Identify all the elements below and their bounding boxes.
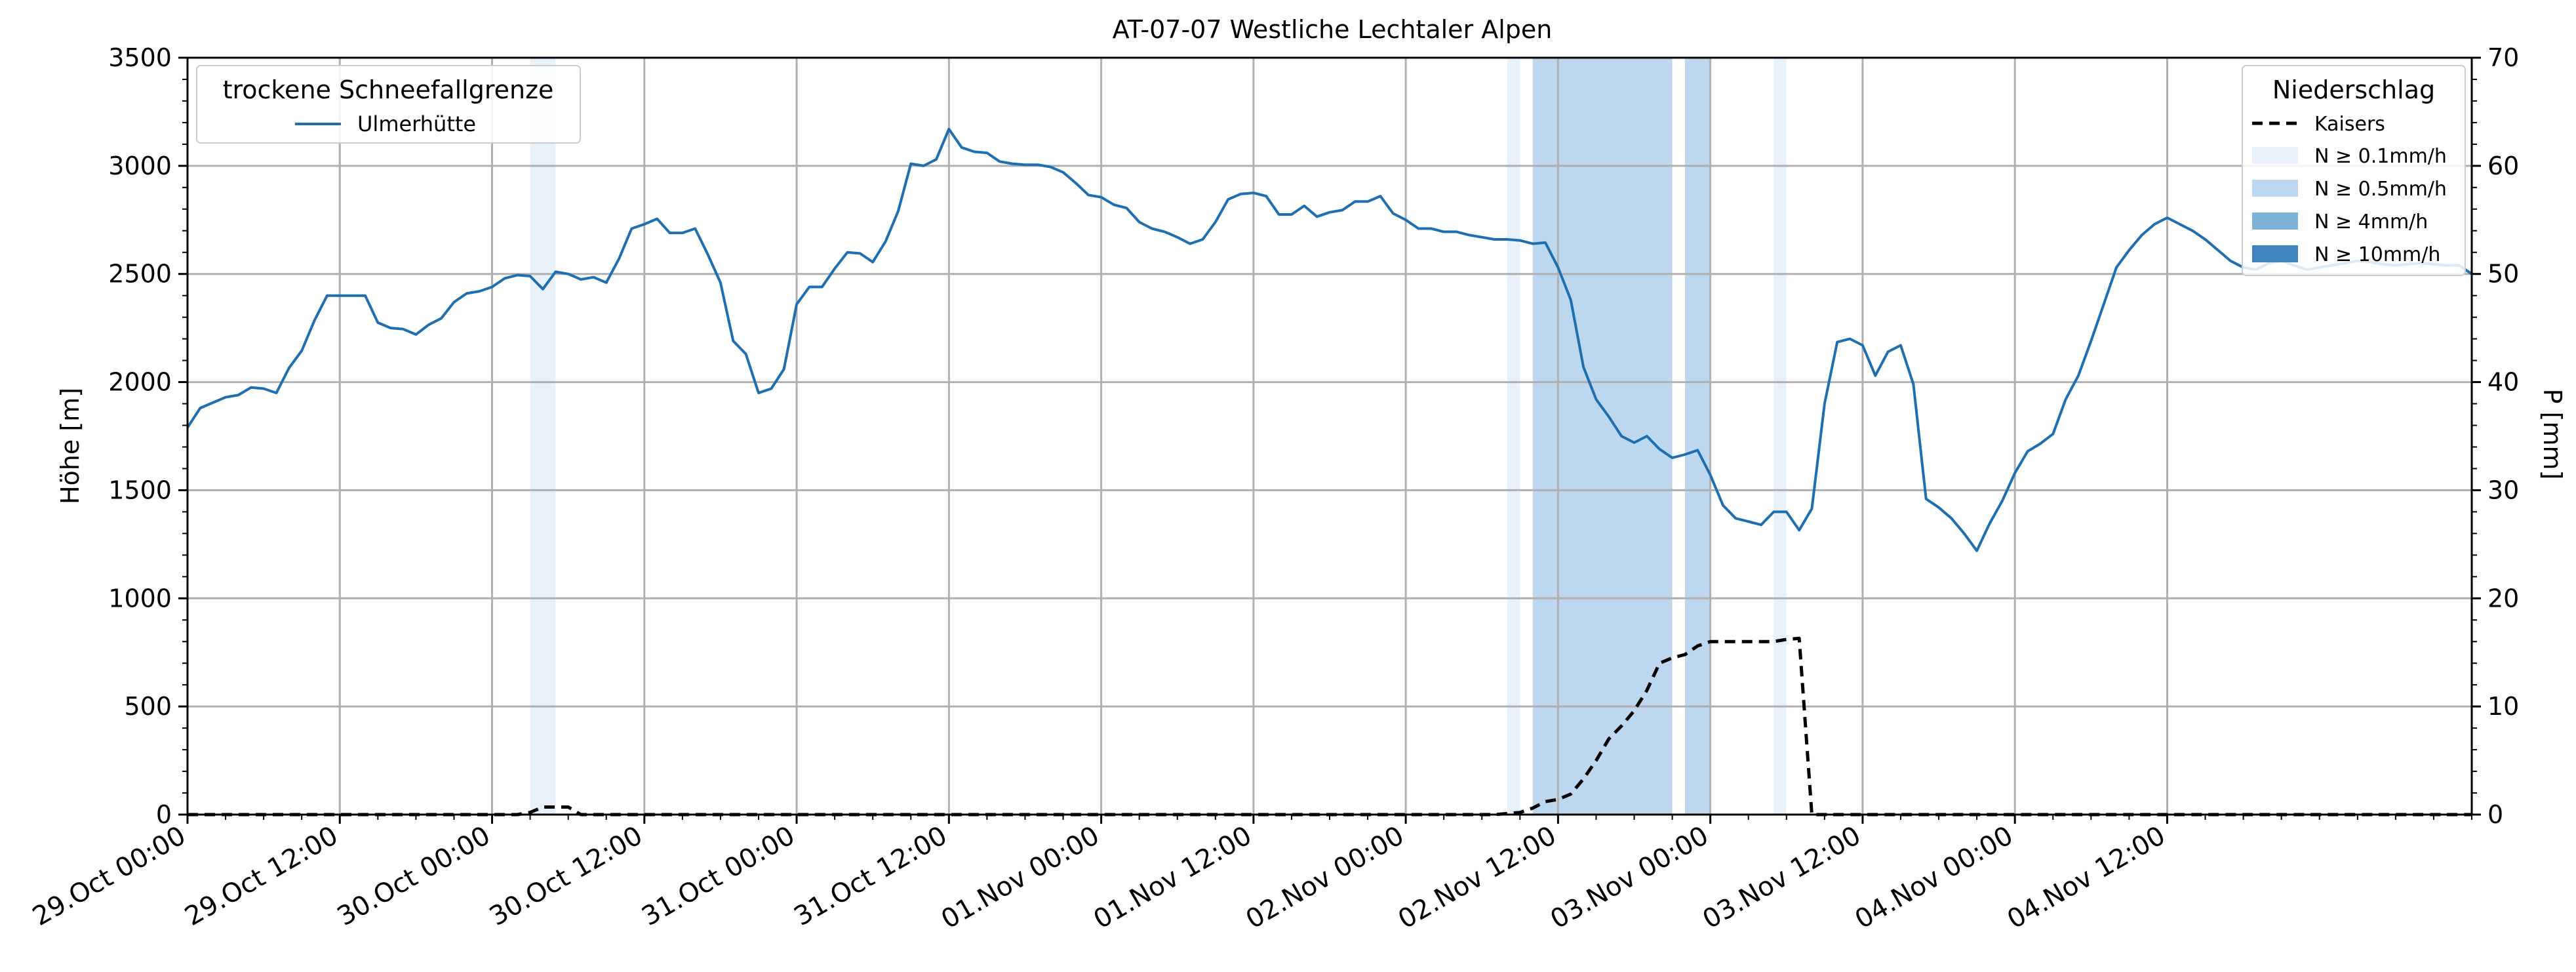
y-tick-label-left: 3000 bbox=[108, 152, 172, 180]
x-tick-label: 02.Nov 12:00 bbox=[1393, 820, 1562, 935]
x-tick-label: 04.Nov 00:00 bbox=[1850, 820, 2019, 935]
y-tick-label-left: 3500 bbox=[108, 43, 172, 72]
series-line-ulmerh-tte bbox=[186, 127, 2473, 552]
precip-band bbox=[1558, 58, 1673, 815]
legend-swatch-n4 bbox=[2252, 213, 2298, 230]
legend-label-n05: N ≥ 0.5mm/h bbox=[2314, 178, 2447, 201]
legend-snowline: trockene Schneefallgrenze Ulmerhütte bbox=[196, 65, 581, 144]
y-tick-label-right: 50 bbox=[2487, 260, 2519, 289]
x-tick-label: 03.Nov 12:00 bbox=[1697, 820, 1866, 935]
y-axis-label-left: Höhe [m] bbox=[56, 388, 85, 504]
legend-label-n4: N ≥ 4mm/h bbox=[2314, 211, 2428, 233]
x-tick-label: 02.Nov 00:00 bbox=[1241, 820, 1410, 935]
x-tick-label: 01.Nov 00:00 bbox=[936, 820, 1105, 935]
legend-swatch-n10 bbox=[2252, 245, 2298, 262]
x-tick-label: 01.Nov 12:00 bbox=[1088, 820, 1257, 935]
precip-band bbox=[1532, 58, 1558, 815]
precip-band bbox=[1773, 58, 1787, 815]
precip-band bbox=[1507, 58, 1520, 815]
y-tick-label-left: 0 bbox=[156, 800, 172, 829]
legend-precip: Niederschlag Kaisers N ≥ 0.1mm/h N ≥ 0.5… bbox=[2242, 65, 2466, 276]
x-tick-label: 30.Oct 00:00 bbox=[332, 820, 496, 932]
legend-label-n01: N ≥ 0.1mm/h bbox=[2314, 145, 2447, 168]
axes: 0 500 1000 1500 2000 2500 3000 3500 0 10 20 30 40 50 6… bbox=[28, 43, 2519, 935]
precip-band bbox=[1684, 58, 1711, 815]
y-tick-label-right: 30 bbox=[2487, 476, 2519, 504]
x-tick-label: 04.Nov 12:00 bbox=[2002, 820, 2171, 935]
y-tick-label-left: 2000 bbox=[108, 368, 172, 397]
legend-snowline-title: trockene Schneefallgrenze bbox=[223, 75, 554, 104]
chart-title: AT-07-07 Westliche Lechtaler Alpen bbox=[1113, 15, 1553, 44]
y-tick-label-left: 1000 bbox=[108, 584, 172, 613]
legend-swatch-n05 bbox=[2252, 180, 2298, 197]
x-tick-label: 29.Oct 00:00 bbox=[28, 820, 191, 932]
x-tick-label: 31.Oct 12:00 bbox=[789, 820, 953, 932]
precip-band bbox=[530, 58, 556, 815]
x-tick-label: 30.Oct 12:00 bbox=[485, 820, 648, 932]
legend-precip-title: Niederschlag bbox=[2272, 75, 2435, 104]
x-tick-label: 31.Oct 00:00 bbox=[637, 820, 800, 932]
legend-swatch-n01 bbox=[2252, 147, 2298, 164]
legend-snowline-frame bbox=[196, 65, 581, 144]
series-layer bbox=[186, 127, 2473, 817]
x-tick-label: 29.Oct 12:00 bbox=[180, 820, 343, 932]
y-tick-label-right: 20 bbox=[2487, 584, 2519, 613]
y-tick-label-right: 60 bbox=[2487, 152, 2519, 180]
precip-bands bbox=[530, 58, 1787, 815]
legend-label-kaisers: Kaisers bbox=[2314, 113, 2385, 136]
x-tick-label: 03.Nov 00:00 bbox=[1545, 820, 1714, 935]
y-tick-label-left: 500 bbox=[124, 692, 172, 721]
legend-label-ulmerhuette: Ulmerhütte bbox=[357, 111, 476, 136]
y-tick-label-left: 2500 bbox=[108, 260, 172, 289]
y-tick-label-right: 40 bbox=[2487, 368, 2519, 397]
legend-label-n10: N ≥ 10mm/h bbox=[2314, 243, 2440, 266]
y-tick-label-right: 0 bbox=[2487, 800, 2503, 829]
series-line-kaisers bbox=[188, 636, 2472, 817]
y-tick-label-left: 1500 bbox=[108, 476, 172, 504]
y-tick-label-right: 10 bbox=[2487, 692, 2519, 721]
y-tick-label-right: 70 bbox=[2487, 43, 2519, 72]
y-axis-label-right: P [mm] bbox=[2538, 389, 2567, 480]
